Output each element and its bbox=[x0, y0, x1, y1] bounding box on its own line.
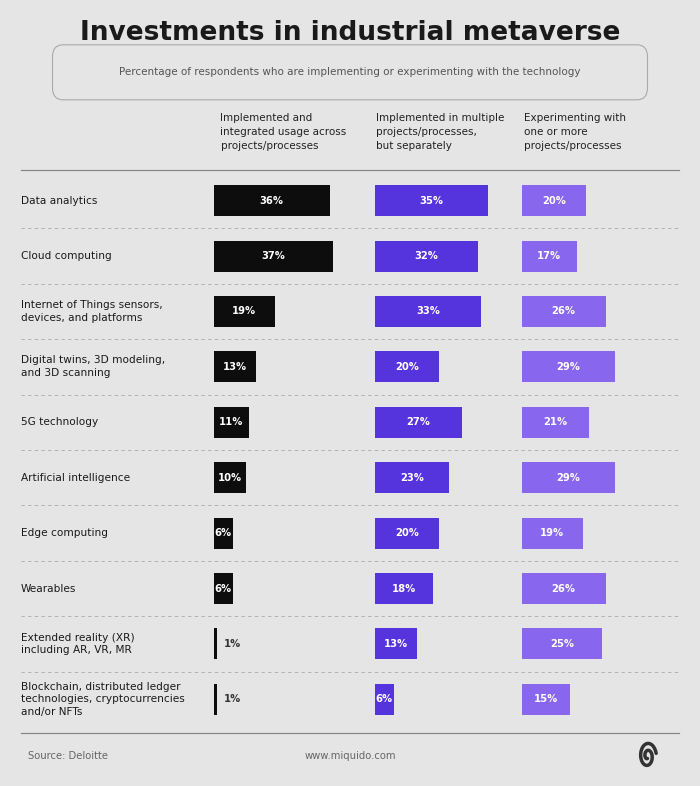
Text: Percentage of respondents who are implementing or experimenting with the technol: Percentage of respondents who are implem… bbox=[119, 68, 581, 77]
Bar bbox=[374, 351, 440, 382]
Bar bbox=[214, 462, 246, 493]
Bar bbox=[214, 241, 333, 271]
Text: 13%: 13% bbox=[223, 362, 246, 372]
Bar bbox=[374, 629, 416, 659]
Text: 1%: 1% bbox=[224, 694, 241, 704]
Text: 6%: 6% bbox=[215, 528, 232, 538]
Bar bbox=[374, 462, 449, 493]
Text: Digital twins, 3D modeling,
and 3D scanning: Digital twins, 3D modeling, and 3D scann… bbox=[21, 355, 165, 378]
Text: 15%: 15% bbox=[533, 694, 558, 704]
Bar bbox=[374, 573, 433, 604]
Bar bbox=[214, 407, 249, 438]
Text: 27%: 27% bbox=[406, 417, 430, 428]
Bar bbox=[522, 462, 615, 493]
Bar bbox=[374, 407, 462, 438]
Bar bbox=[214, 185, 330, 216]
Bar bbox=[522, 629, 603, 659]
Text: 17%: 17% bbox=[537, 251, 561, 261]
Bar bbox=[374, 684, 394, 714]
Text: 29%: 29% bbox=[556, 362, 580, 372]
FancyBboxPatch shape bbox=[52, 45, 648, 100]
Bar bbox=[214, 573, 233, 604]
Text: 29%: 29% bbox=[556, 472, 580, 483]
Bar bbox=[522, 684, 570, 714]
Text: 6%: 6% bbox=[376, 694, 393, 704]
Bar bbox=[214, 684, 217, 714]
Text: Experimenting with
one or more
projects/processes: Experimenting with one or more projects/… bbox=[524, 113, 626, 151]
Text: Extended reality (XR)
including AR, VR, MR: Extended reality (XR) including AR, VR, … bbox=[21, 633, 134, 656]
Bar bbox=[522, 241, 577, 271]
Text: 33%: 33% bbox=[416, 307, 440, 317]
Text: 21%: 21% bbox=[543, 417, 568, 428]
Text: 23%: 23% bbox=[400, 472, 424, 483]
Text: Internet of Things sensors,
devices, and platforms: Internet of Things sensors, devices, and… bbox=[21, 300, 162, 323]
Bar bbox=[374, 185, 488, 216]
Text: 20%: 20% bbox=[542, 196, 566, 206]
Text: Edge computing: Edge computing bbox=[21, 528, 108, 538]
Text: 1%: 1% bbox=[224, 639, 241, 649]
Bar bbox=[214, 518, 233, 549]
Bar bbox=[374, 296, 482, 327]
Bar bbox=[214, 351, 256, 382]
Bar bbox=[374, 241, 478, 271]
Text: www.miquido.com: www.miquido.com bbox=[304, 751, 395, 761]
Text: 6%: 6% bbox=[215, 583, 232, 593]
Text: 10%: 10% bbox=[218, 472, 241, 483]
Text: Cloud computing: Cloud computing bbox=[21, 251, 112, 261]
Text: 36%: 36% bbox=[260, 196, 284, 206]
Text: 26%: 26% bbox=[552, 583, 575, 593]
Text: Blockchain, distributed ledger
technologies, cryptocurrencies
and/or NFTs: Blockchain, distributed ledger technolog… bbox=[21, 681, 185, 717]
Text: 19%: 19% bbox=[232, 307, 256, 317]
Text: 20%: 20% bbox=[395, 362, 419, 372]
Text: 25%: 25% bbox=[550, 639, 574, 649]
Text: 37%: 37% bbox=[262, 251, 286, 261]
Text: Investments in industrial metaverse: Investments in industrial metaverse bbox=[80, 20, 620, 46]
Text: 26%: 26% bbox=[552, 307, 575, 317]
Text: 18%: 18% bbox=[391, 583, 416, 593]
Text: 13%: 13% bbox=[384, 639, 407, 649]
Text: 19%: 19% bbox=[540, 528, 564, 538]
Text: 20%: 20% bbox=[395, 528, 419, 538]
Text: Source: Deloitte: Source: Deloitte bbox=[28, 751, 108, 761]
Bar bbox=[374, 518, 440, 549]
Text: 35%: 35% bbox=[419, 196, 443, 206]
Bar bbox=[522, 351, 615, 382]
Text: Data analytics: Data analytics bbox=[21, 196, 97, 206]
Bar bbox=[522, 407, 589, 438]
Text: Wearables: Wearables bbox=[21, 583, 76, 593]
Bar bbox=[522, 296, 606, 327]
Text: Implemented and
integrated usage across
projects/processes: Implemented and integrated usage across … bbox=[220, 113, 346, 151]
Bar bbox=[214, 296, 275, 327]
Text: 5G technology: 5G technology bbox=[21, 417, 98, 428]
Text: Artificial intelligence: Artificial intelligence bbox=[21, 472, 130, 483]
Bar bbox=[214, 629, 217, 659]
Bar bbox=[522, 185, 587, 216]
Text: Implemented in multiple
projects/processes,
but separately: Implemented in multiple projects/process… bbox=[376, 113, 504, 151]
Bar bbox=[522, 518, 583, 549]
Text: 32%: 32% bbox=[414, 251, 438, 261]
Bar bbox=[522, 573, 606, 604]
Text: 11%: 11% bbox=[219, 417, 244, 428]
